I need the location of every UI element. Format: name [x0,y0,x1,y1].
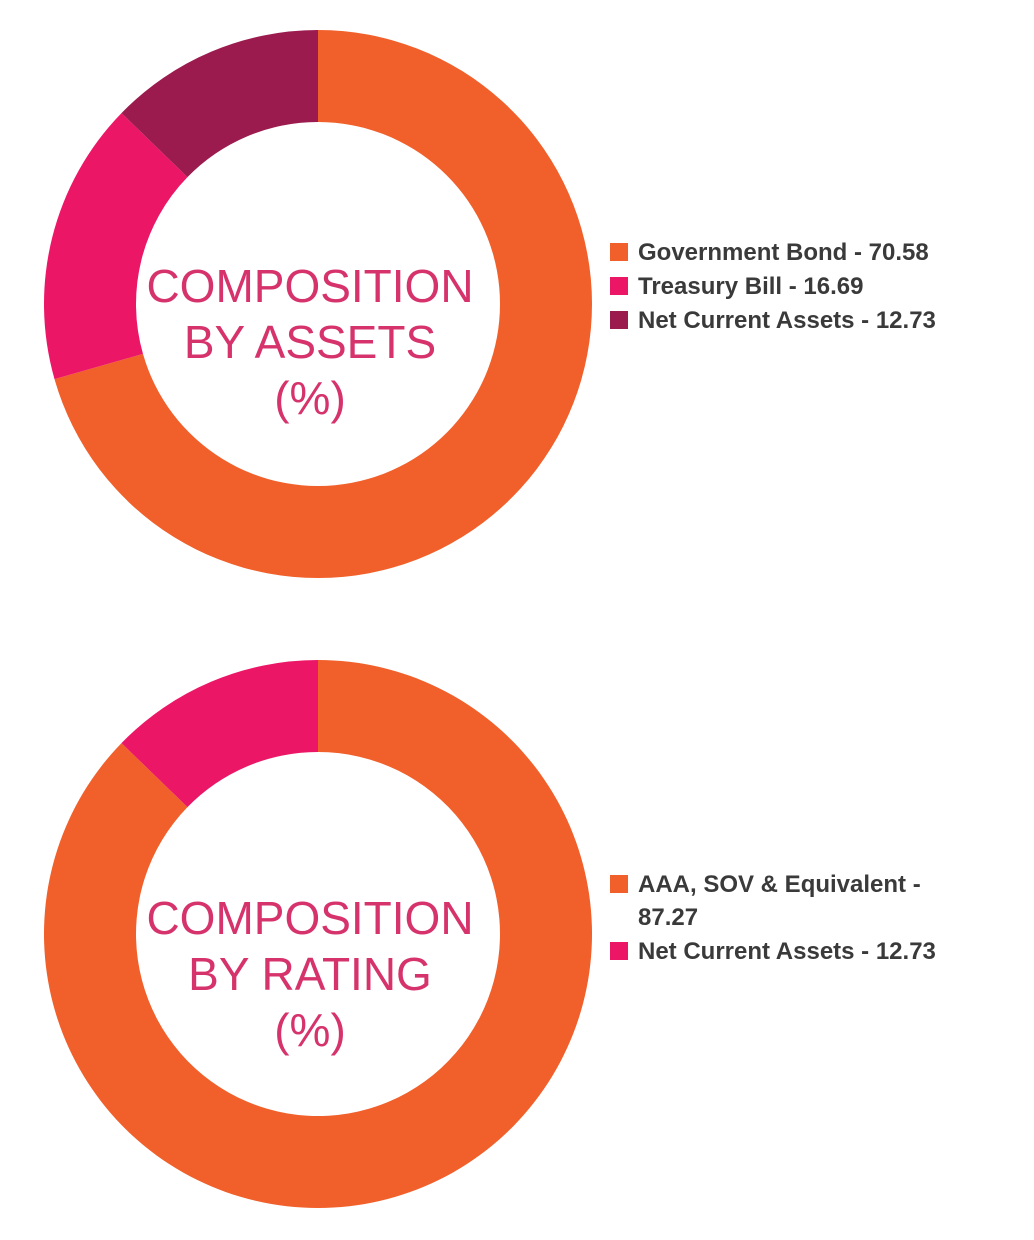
assets-title-line-2: BY ASSETS [183,316,437,368]
rating-donut [43,660,593,1208]
rating-legend: AAA, SOV & Equivalent - 87.27 Net Curren… [610,868,1010,969]
legend-item-aaa-sov-equivalent: AAA, SOV & Equivalent - 87.27 [610,868,978,934]
assets-slice-0 [54,30,593,578]
legend-item-treasury-bill: Treasury Bill - 16.69 [610,270,1010,303]
assets-legend: Government Bond - 70.58 Treasury Bill - … [610,236,1010,338]
rating-slice-0 [43,660,593,1208]
legend-label: Net Current Assets - 12.73 [638,938,936,965]
legend-swatch [610,277,628,295]
assets-donut [43,30,593,578]
rating-center-title: COMPOSITION BY RATING (%) [110,890,510,1058]
assets-title-line-1: COMPOSITION [146,260,474,312]
legend-swatch [610,311,628,329]
rating-title-line-1: COMPOSITION [146,892,474,944]
assets-center-title: COMPOSITION BY ASSETS (%) [110,258,510,426]
assets-title-line-3: (%) [274,372,346,424]
legend-item-net-current-assets: Net Current Assets - 12.73 [610,935,1010,968]
rating-title-line-2: BY RATING [188,948,432,1000]
rating-title-line-3: (%) [274,1004,346,1056]
assets-composition-chart: COMPOSITION BY ASSETS (%) Government Bon… [0,0,1034,600]
legend-swatch [610,875,628,893]
legend-swatch [610,942,628,960]
assets-slice-1 [43,113,188,380]
legend-item-government-bond: Government Bond - 70.58 [610,236,1010,269]
rating-slice-1 [121,660,318,808]
legend-label: Government Bond - 70.58 [638,239,929,266]
legend-swatch [610,243,628,261]
assets-slice-2 [121,30,318,178]
legend-label: AAA, SOV & Equivalent - 87.27 [638,871,921,931]
legend-label: Net Current Assets - 12.73 [638,307,936,334]
legend-label: Treasury Bill - 16.69 [638,273,864,300]
rating-composition-chart: COMPOSITION BY RATING (%) AAA, SOV & Equ… [0,630,1034,1230]
legend-item-net-current-assets: Net Current Assets - 12.73 [610,304,1010,337]
